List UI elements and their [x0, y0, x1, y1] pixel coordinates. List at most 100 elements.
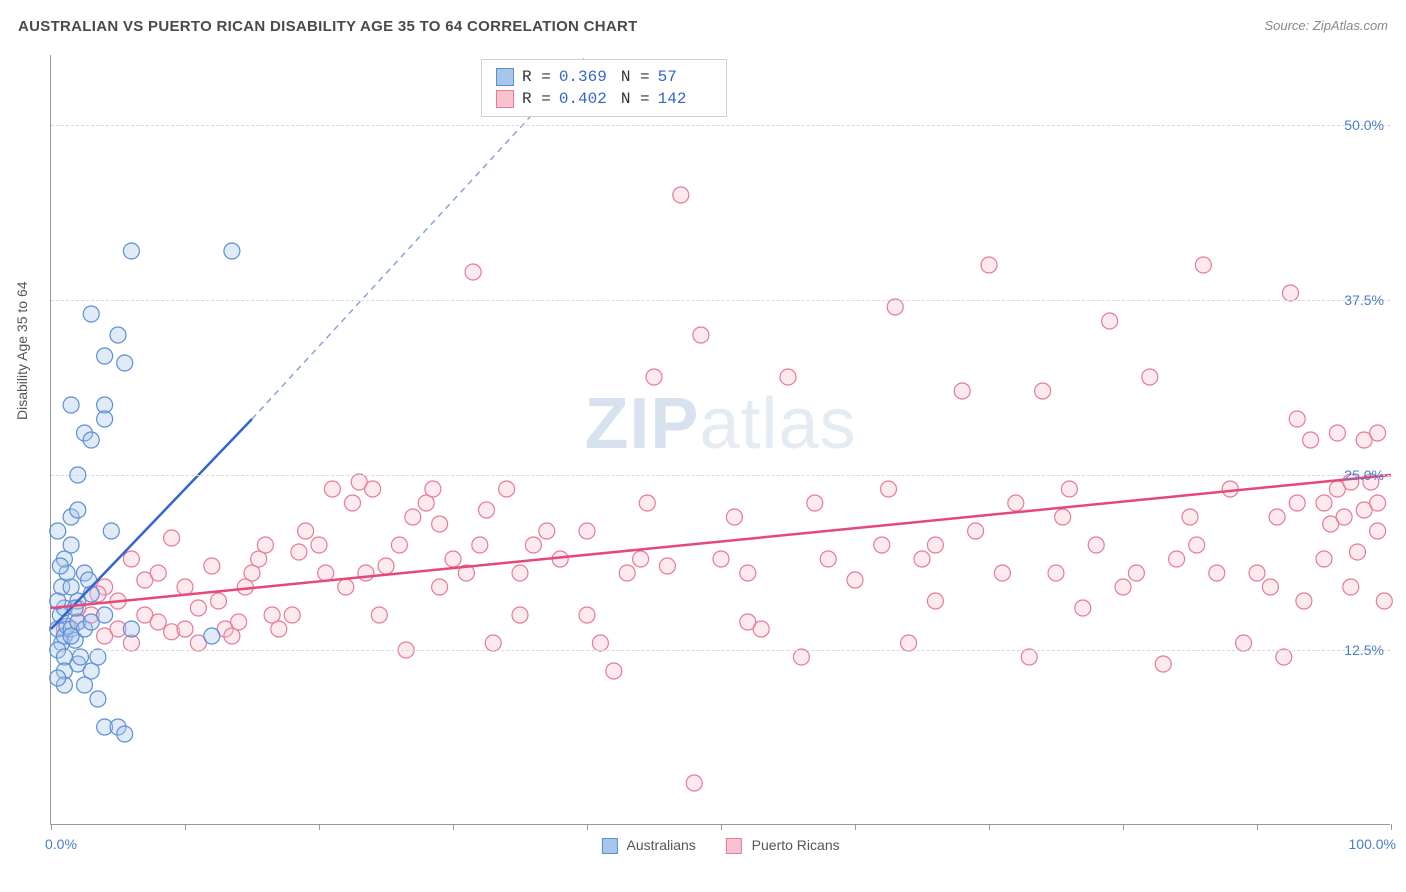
- gridline: [51, 300, 1390, 301]
- scatter-point: [485, 635, 501, 651]
- scatter-point: [793, 649, 809, 665]
- scatter-point: [123, 621, 139, 637]
- x-tick: [1123, 824, 1124, 830]
- scatter-point: [901, 635, 917, 651]
- scatter-point: [1035, 383, 1051, 399]
- scatter-point: [1048, 565, 1064, 581]
- x-tick: [721, 824, 722, 830]
- scatter-point: [1195, 257, 1211, 273]
- source-label: Source: ZipAtlas.com: [1264, 18, 1388, 33]
- x-tick: [453, 824, 454, 830]
- scatter-point: [432, 579, 448, 595]
- scatter-point: [1370, 425, 1386, 441]
- scatter-svg: [51, 55, 1390, 824]
- x-tick: [1391, 824, 1392, 830]
- chart-plot-area: ZIPatlas R = 0.369 N = 57 R = 0.402 N = …: [50, 55, 1390, 825]
- scatter-point: [77, 677, 93, 693]
- scatter-point: [150, 565, 166, 581]
- scatter-point: [639, 495, 655, 511]
- scatter-point: [204, 558, 220, 574]
- scatter-point: [1182, 509, 1198, 525]
- scatter-point: [1343, 579, 1359, 595]
- scatter-point: [284, 607, 300, 623]
- scatter-point: [211, 593, 227, 609]
- swatch-icon: [726, 838, 742, 854]
- scatter-point: [224, 243, 240, 259]
- scatter-point: [391, 537, 407, 553]
- scatter-point: [512, 565, 528, 581]
- scatter-point: [164, 530, 180, 546]
- scatter-point: [1102, 313, 1118, 329]
- scatter-point: [479, 502, 495, 518]
- scatter-point: [1350, 544, 1366, 560]
- scatter-point: [291, 544, 307, 560]
- scatter-point: [1276, 649, 1292, 665]
- scatter-point: [190, 600, 206, 616]
- scatter-point: [83, 306, 99, 322]
- scatter-point: [72, 649, 88, 665]
- scatter-point: [123, 551, 139, 567]
- scatter-point: [1128, 565, 1144, 581]
- scatter-point: [659, 558, 675, 574]
- scatter-point: [512, 607, 528, 623]
- scatter-point: [204, 628, 220, 644]
- scatter-point: [97, 411, 113, 427]
- scatter-point: [405, 509, 421, 525]
- scatter-point: [1142, 369, 1158, 385]
- scatter-point: [606, 663, 622, 679]
- stat-row-puerto-ricans: R = 0.402 N = 142: [496, 88, 712, 110]
- scatter-point: [1249, 565, 1265, 581]
- swatch-icon: [496, 68, 514, 86]
- scatter-point: [1209, 565, 1225, 581]
- scatter-point: [954, 383, 970, 399]
- scatter-point: [177, 579, 193, 595]
- scatter-point: [994, 565, 1010, 581]
- scatter-point: [177, 621, 193, 637]
- scatter-point: [1222, 481, 1238, 497]
- scatter-point: [968, 523, 984, 539]
- scatter-point: [673, 187, 689, 203]
- scatter-point: [83, 432, 99, 448]
- scatter-point: [338, 579, 354, 595]
- scatter-point: [150, 614, 166, 630]
- x-tick: [51, 824, 52, 830]
- x-tick: [1257, 824, 1258, 830]
- scatter-point: [1088, 537, 1104, 553]
- scatter-point: [927, 537, 943, 553]
- scatter-point: [1316, 495, 1332, 511]
- scatter-point: [726, 509, 742, 525]
- x-tick: [185, 824, 186, 830]
- scatter-point: [324, 481, 340, 497]
- scatter-point: [1008, 495, 1024, 511]
- scatter-point: [52, 558, 68, 574]
- legend-item: Puerto Ricans: [726, 837, 840, 854]
- x-tick: [319, 824, 320, 830]
- scatter-point: [740, 614, 756, 630]
- scatter-point: [117, 726, 133, 742]
- scatter-point: [881, 481, 897, 497]
- scatter-point: [378, 558, 394, 574]
- x-tick-label-min: 0.0%: [45, 836, 77, 852]
- x-tick: [989, 824, 990, 830]
- scatter-point: [472, 537, 488, 553]
- scatter-point: [1303, 432, 1319, 448]
- scatter-point: [298, 523, 314, 539]
- scatter-point: [90, 691, 106, 707]
- gridline: [51, 475, 1390, 476]
- scatter-point: [887, 299, 903, 315]
- scatter-point: [1055, 509, 1071, 525]
- scatter-point: [257, 537, 273, 553]
- scatter-point: [345, 495, 361, 511]
- scatter-point: [780, 369, 796, 385]
- y-tick-label: 37.5%: [1344, 292, 1384, 308]
- y-axis-label: Disability Age 35 to 64: [14, 281, 30, 420]
- x-tick-label-max: 100.0%: [1349, 836, 1396, 852]
- scatter-point: [50, 670, 66, 686]
- scatter-point: [63, 397, 79, 413]
- x-tick: [855, 824, 856, 830]
- scatter-point: [693, 327, 709, 343]
- scatter-point: [981, 257, 997, 273]
- scatter-point: [231, 614, 247, 630]
- scatter-point: [1296, 593, 1312, 609]
- stat-row-australians: R = 0.369 N = 57: [496, 66, 712, 88]
